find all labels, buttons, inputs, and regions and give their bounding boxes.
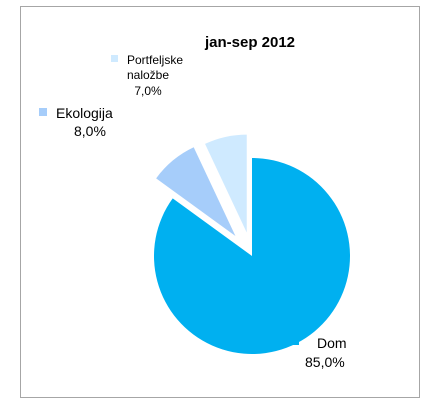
slice-label-portfeljske-line2: naložbe	[127, 68, 169, 82]
legend-swatch-dom	[291, 337, 299, 345]
slice-label-dom: Dom	[317, 335, 347, 351]
slice-value-portfeljske: 7,0%	[134, 84, 162, 98]
pie-slice-dom	[154, 158, 351, 354]
legend-swatch-ekologija	[39, 108, 47, 116]
slice-value-dom: 85,0%	[305, 354, 345, 370]
pie-slice-portfeljske-nalo-be	[205, 134, 247, 233]
pie-slice-ekologija	[156, 147, 236, 236]
pie-slices	[154, 134, 351, 354]
chart-title: jan-sep 2012	[204, 34, 295, 51]
slice-label-ekologija: Ekologija	[56, 105, 113, 121]
pie-chart: jan-sep 2012 Dom 85,0% Ekologija 8,0% Po…	[39, 34, 351, 370]
legend-swatch-portfeljske	[111, 55, 118, 62]
slice-label-portfeljske-line1: Portfeljske	[127, 53, 183, 67]
slice-value-ekologija: 8,0%	[74, 123, 106, 139]
